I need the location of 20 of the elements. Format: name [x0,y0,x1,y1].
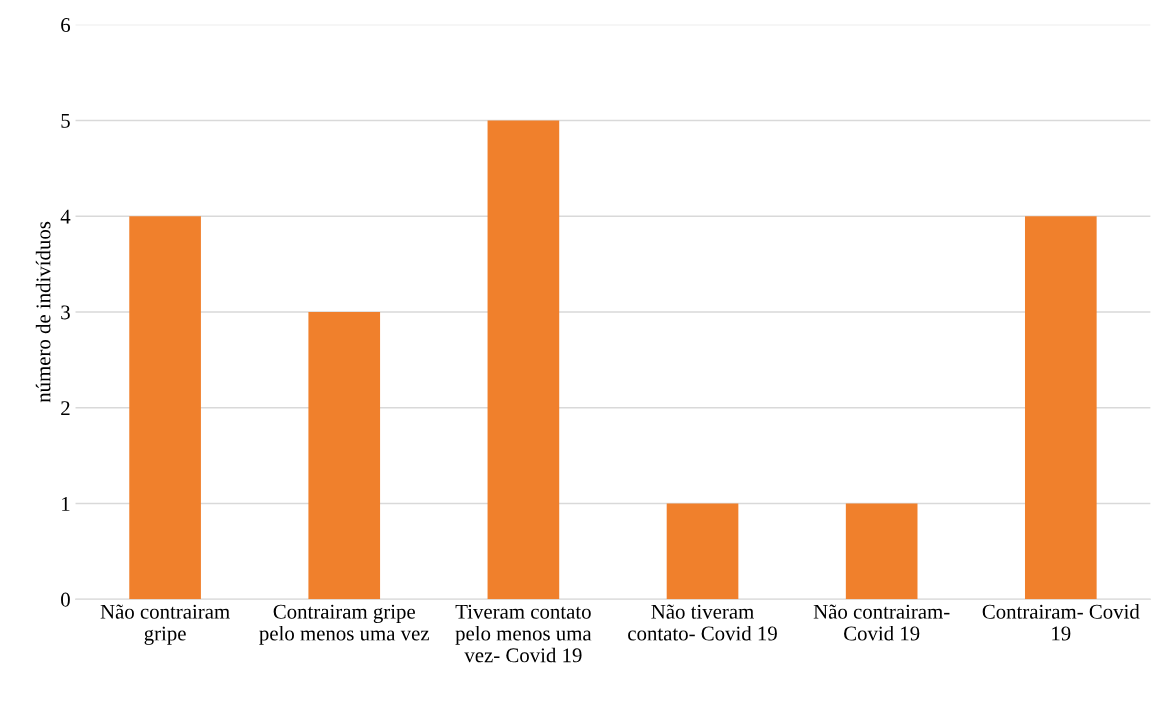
bar [666,503,739,600]
y-axis-title: número de indivíduos [35,221,51,403]
y-tick-label: 5 [61,114,70,128]
x-tick-label: Não contrairam gripe [100,604,230,645]
y-tick-label: 3 [61,305,70,320]
bar [1024,216,1097,600]
y-tick-label: 6 [61,18,71,33]
y-tick-label: 1 [62,496,70,511]
x-tick-label: Não tiveram contato- Covid 19 [628,604,777,641]
y-tick-label: 4 [60,209,71,224]
bar [308,311,381,600]
y-tick-label: 0 [61,592,70,607]
bar [129,216,201,600]
x-tick-label: Contrairam- Covid 19 [982,604,1140,641]
x-tick-label: Não contrairam- Covid 19 [813,604,950,641]
bar [845,503,918,600]
bar [487,120,560,600]
x-tick-label: Tiveram contato pelo menos uma vez- Covid 19 [455,604,592,663]
x-tick-label: Contrairam gripe pelo menos uma vez [259,604,429,645]
y-tick-label: 2 [61,401,70,415]
